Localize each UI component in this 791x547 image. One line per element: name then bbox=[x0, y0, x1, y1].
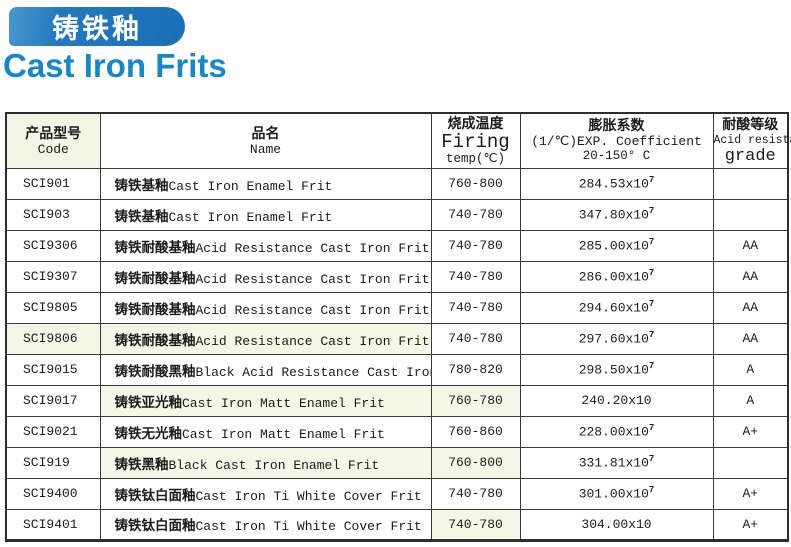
table-row: SCI919 铸铁黑釉Black Cast Iron Enamel Frit 760… bbox=[5, 446, 789, 479]
product-code: SCI903 bbox=[5, 198, 101, 231]
product-name: 铸铁亚光釉Cast Iron Matt Enamel Frit bbox=[99, 384, 432, 417]
table-row: SCI9400 铸铁钛白面釉Cast Iron Ti White Cover Fr… bbox=[5, 477, 789, 510]
firing-temp: 780-820 bbox=[430, 353, 521, 386]
product-table-body: SCI901 铸铁基釉Cast Iron Enamel Frit 760-800 28… bbox=[5, 167, 789, 541]
acid-resistance-grade bbox=[712, 198, 789, 231]
firing-temp: 740-780 bbox=[430, 229, 521, 262]
product-code: SCI919 bbox=[5, 446, 101, 479]
acid-resistance-grade: AA bbox=[712, 291, 789, 324]
product-code: SCI9806 bbox=[5, 322, 101, 355]
firing-temp: 740-780 bbox=[430, 508, 521, 541]
product-name: 铸铁基釉Cast Iron Enamel Frit bbox=[99, 198, 432, 231]
product-code: SCI901 bbox=[5, 167, 101, 200]
firing-temp: 740-780 bbox=[430, 322, 521, 355]
acid-resistance-grade: AA bbox=[712, 229, 789, 262]
expansion-coefficient: 301.00x107 bbox=[519, 477, 714, 510]
table-row: SCI9307 铸铁耐酸基釉Acid Resistance Cast Iron F… bbox=[5, 260, 789, 293]
firing-temp: 740-780 bbox=[430, 291, 521, 324]
acid-resistance-grade: A bbox=[712, 353, 789, 386]
acid-resistance-grade: A+ bbox=[712, 477, 789, 510]
product-name: 铸铁耐酸基釉Acid Resistance Cast Iron Frit bbox=[99, 322, 432, 355]
acid-resistance-grade bbox=[712, 446, 789, 479]
product-name: 铸铁基釉Cast Iron Enamel Frit bbox=[99, 167, 432, 200]
acid-resistance-grade: AA bbox=[712, 260, 789, 293]
banner-title: 铸铁釉 bbox=[52, 14, 142, 44]
acid-resistance-grade: A bbox=[712, 384, 789, 417]
firing-temp: 760-800 bbox=[430, 446, 521, 479]
firing-temp: 760-800 bbox=[430, 167, 521, 200]
table-row: SCI9806 铸铁耐酸基釉Acid Resistance Cast Iron F… bbox=[5, 322, 789, 355]
acid-resistance-grade: AA bbox=[712, 322, 789, 355]
product-name: 铸铁钛白面釉Cast Iron Ti White Cover Frit bbox=[99, 508, 432, 541]
column-header: 品名 Name bbox=[99, 112, 432, 169]
product-code: SCI9306 bbox=[5, 229, 101, 262]
expansion-coefficient: 286.00x107 bbox=[519, 260, 714, 293]
table-row: SCI903 铸铁基釉Cast Iron Enamel Frit 740-780 34… bbox=[5, 198, 789, 231]
product-code: SCI9400 bbox=[5, 477, 101, 510]
product-code: SCI9015 bbox=[5, 353, 101, 386]
acid-resistance-grade: A+ bbox=[712, 415, 789, 448]
product-code: SCI9017 bbox=[5, 384, 101, 417]
product-code: SCI9401 bbox=[5, 508, 101, 541]
table-row: SCI9401 铸铁钛白面釉Cast Iron Ti White Cover Fr… bbox=[5, 508, 789, 541]
product-code: SCI9805 bbox=[5, 291, 101, 324]
table-row: SCI9805 铸铁耐酸基釉Acid Resistance Cast Iron F… bbox=[5, 291, 789, 324]
product-name: 铸铁耐酸基釉Acid Resistance Cast Iron Frit bbox=[99, 260, 432, 293]
expansion-coefficient: 240.20x10 bbox=[519, 384, 714, 417]
column-header: 产品型号 Code bbox=[5, 112, 101, 169]
firing-temp: 740-780 bbox=[430, 477, 521, 510]
firing-temp: 740-780 bbox=[430, 260, 521, 293]
product-code: SCI9021 bbox=[5, 415, 101, 448]
table-row: SCI9306 铸铁耐酸基釉Acid Resistance Cast Iron F… bbox=[5, 229, 789, 262]
product-code: SCI9307 bbox=[5, 260, 101, 293]
column-header: 烧成温度 Firing temp(℃) bbox=[430, 112, 521, 169]
table-row: SCI901 铸铁基釉Cast Iron Enamel Frit 760-800 28… bbox=[5, 167, 789, 200]
page-banner: 铸铁釉 bbox=[9, 7, 185, 46]
product-name: 铸铁钛白面釉Cast Iron Ti White Cover Frit bbox=[99, 477, 432, 510]
table-row: SCI9015 铸铁耐酸黑釉Black Acid Resistance Cast … bbox=[5, 353, 789, 386]
firing-temp: 760-780 bbox=[430, 384, 521, 417]
acid-resistance-grade bbox=[712, 167, 789, 200]
product-name: 铸铁耐酸基釉Acid Resistance Cast Iron Frit bbox=[99, 229, 432, 262]
product-name: 铸铁无光釉Cast Iron Matt Enamel Frit bbox=[99, 415, 432, 448]
expansion-coefficient: 294.60x107 bbox=[519, 291, 714, 324]
expansion-coefficient: 347.80x107 bbox=[519, 198, 714, 231]
product-name: 铸铁黑釉Black Cast Iron Enamel Frit bbox=[99, 446, 432, 479]
acid-resistance-grade: A+ bbox=[712, 508, 789, 541]
expansion-coefficient: 285.00x107 bbox=[519, 229, 714, 262]
firing-temp: 740-780 bbox=[430, 198, 521, 231]
product-table: 产品型号 Code 品名 Name 烧成温度 Firing temp(℃) 膨胀系数 (1/℃)… bbox=[5, 112, 791, 542]
expansion-coefficient: 304.00x10 bbox=[519, 508, 714, 541]
expansion-coefficient: 228.00x107 bbox=[519, 415, 714, 448]
table-row: SCI9017 铸铁亚光釉Cast Iron Matt Enamel Frit 76… bbox=[5, 384, 789, 417]
expansion-coefficient: 331.81x107 bbox=[519, 446, 714, 479]
expansion-coefficient: 298.50x107 bbox=[519, 353, 714, 386]
firing-temp: 760-860 bbox=[430, 415, 521, 448]
table-row: SCI9021 铸铁无光釉Cast Iron Matt Enamel Frit 76… bbox=[5, 415, 789, 448]
product-name: 铸铁耐酸基釉Acid Resistance Cast Iron Frit bbox=[99, 291, 432, 324]
expansion-coefficient: 284.53x107 bbox=[519, 167, 714, 200]
page-title: Cast Iron Frits bbox=[3, 47, 227, 84]
column-header: 膨胀系数 (1/℃)EXP. Coefficient 20-150° C bbox=[519, 112, 714, 169]
expansion-coefficient: 297.60x107 bbox=[519, 322, 714, 355]
product-name: 铸铁耐酸黑釉Black Acid Resistance Cast Iron Fr… bbox=[99, 353, 432, 386]
table-header-row: 产品型号 Code 品名 Name 烧成温度 Firing temp(℃) 膨胀系数 (1/℃)… bbox=[5, 112, 791, 169]
